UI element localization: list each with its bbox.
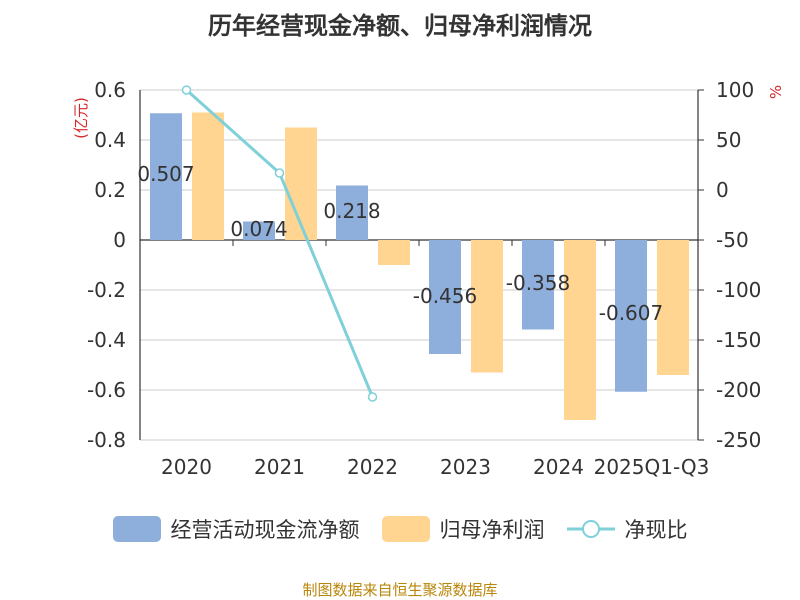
x-tick-label: 2021 [254, 455, 305, 479]
bar [429, 240, 461, 354]
data-label: 0.074 [230, 217, 287, 241]
x-tick-label: 2023 [440, 455, 491, 479]
x-tick-label: 2020 [161, 455, 212, 479]
y-left-tick-label: -0.2 [87, 278, 126, 302]
bar [243, 221, 275, 240]
legend-swatch-cashflow [112, 516, 161, 542]
bar [657, 240, 689, 375]
y-right-tick-label: 0 [716, 178, 729, 202]
bar [336, 185, 368, 240]
ratio-point [274, 168, 285, 178]
bar [471, 240, 503, 373]
bar [192, 112, 224, 240]
y-right-tick-label: -150 [716, 328, 761, 352]
bar [378, 240, 410, 265]
y-left-tick-label: -0.8 [87, 428, 126, 452]
y-right-tick-label: -200 [716, 378, 761, 402]
y-left-axis-label: (亿元) [72, 97, 90, 139]
legend-swatch-ratio [566, 516, 615, 542]
y-right-tick-label: 100 [716, 78, 754, 102]
x-tick-label: 2022 [347, 455, 398, 479]
legend-label-netprofit: 归母净利润 [439, 518, 545, 542]
legend-item-ratio[interactable]: 净现比 [566, 514, 688, 544]
bar [522, 240, 554, 330]
legend-item-netprofit[interactable]: 归母净利润 [381, 514, 545, 544]
y-left-tick-label: -0.4 [87, 328, 126, 352]
data-label: 0.218 [323, 199, 380, 223]
legend-label-cashflow: 经营活动现金流净额 [170, 518, 360, 542]
legend-ratio-marker [566, 520, 615, 538]
y-left-tick-label: 0 [113, 228, 126, 252]
y-left-tick-label: 0.6 [94, 78, 126, 102]
legend: 经营活动现金流净额 归母净利润 净现比 [0, 514, 800, 544]
data-label: 0.507 [137, 162, 194, 186]
x-tick-label: 2025Q1-Q3 [594, 455, 710, 479]
source-note: 制图数据来自恒生聚源数据库 [302, 581, 498, 599]
ratio-point [181, 85, 192, 95]
data-label: -0.358 [506, 271, 570, 295]
y-right-axis-label: % [767, 85, 785, 99]
chart-title: 历年经营现金净额、归母净利润情况 [208, 12, 592, 40]
data-label: -0.456 [413, 284, 477, 308]
y-right-tick-label: -100 [716, 278, 761, 302]
bar [564, 240, 596, 420]
bar [150, 113, 182, 240]
legend-swatch-netprofit [381, 516, 430, 542]
legend-item-cashflow[interactable]: 经营活动现金流净额 [112, 514, 360, 544]
y-left-tick-label: -0.6 [87, 378, 126, 402]
data-label: -0.607 [599, 301, 663, 325]
y-left-tick-label: 0.4 [94, 128, 126, 152]
y-right-tick-label: -250 [716, 428, 761, 452]
y-right-tick-label: 50 [716, 128, 741, 152]
ratio-point [367, 392, 378, 402]
bar [615, 240, 647, 392]
x-tick-label: 2024 [533, 455, 584, 479]
legend-label-ratio: 净现比 [624, 518, 688, 542]
y-right-tick-label: -50 [716, 228, 749, 252]
y-left-tick-label: 0.2 [94, 178, 126, 202]
